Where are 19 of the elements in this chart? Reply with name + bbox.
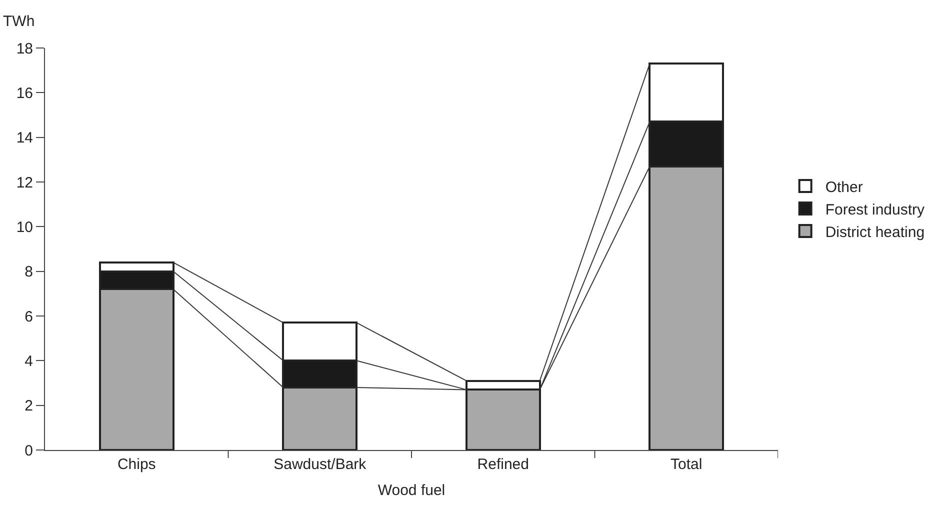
legend-label: District heating [825,224,925,241]
y-tick-label: 0 [24,442,33,460]
x-tick-label: Refined [477,456,529,473]
legend-label: Forest industry [825,201,926,218]
y-tick-label: 10 [16,218,33,236]
legend-label: Other [825,178,863,196]
y-tick-label: 6 [24,308,33,326]
y-tick-label: 16 [16,84,33,102]
x-tick-label: Total [670,456,702,473]
y-tick-label: 12 [16,174,33,192]
x-axis-title: Wood fuel [378,482,446,499]
y-tick-label: 4 [24,352,33,370]
y-tick-label: 8 [24,264,33,281]
x-tick-label: Sawdust/Bark [274,456,367,473]
y-tick-label: 14 [16,130,33,147]
y-tick-label: 2 [24,398,33,415]
y-tick-label: 18 [16,40,33,58]
x-tick-label: Chips [117,456,156,473]
y-axis-title: TWh [3,13,35,30]
